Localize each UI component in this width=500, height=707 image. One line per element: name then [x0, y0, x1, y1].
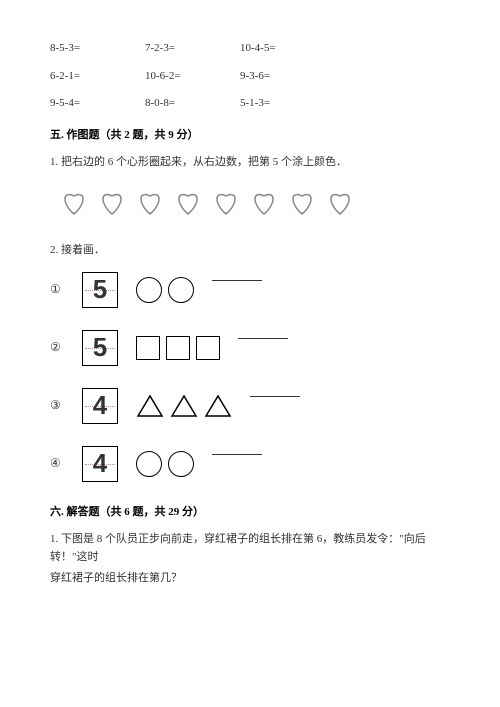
heart-icon	[217, 195, 235, 214]
shapes-group	[136, 451, 194, 477]
arith-cell: 6-2-1=	[50, 68, 145, 86]
pattern-row: ①5	[50, 272, 450, 308]
shapes-group	[136, 393, 232, 419]
s6-q1-line2: 穿红裙子的组长排在第几？	[50, 570, 450, 588]
arith-cell: 5-1-3=	[240, 95, 335, 113]
number-box: 4	[82, 446, 118, 482]
pattern-label: ④	[50, 454, 64, 473]
continuation-line	[250, 396, 300, 397]
shapes-group	[136, 336, 220, 360]
pattern-row: ③4	[50, 388, 450, 424]
hearts-row	[50, 184, 450, 224]
arith-cell: 9-3-6=	[240, 68, 335, 86]
continuation-line	[212, 280, 262, 281]
square-icon	[136, 336, 160, 360]
arith-cell: 7-2-3=	[145, 40, 240, 58]
heart-icon	[331, 195, 349, 214]
circle-icon	[136, 277, 162, 303]
triangle-icon	[204, 393, 232, 419]
shapes-group	[136, 277, 194, 303]
continuation-line	[212, 454, 262, 455]
q1-text: 1. 把右边的 6 个心形圈起来，从右边数，把第 5 个涂上颜色．	[50, 154, 450, 172]
arith-cell: 8-5-3=	[50, 40, 145, 58]
continuation-line	[238, 338, 288, 339]
pattern-label: ①	[50, 280, 64, 299]
pattern-row: ②5	[50, 330, 450, 366]
pattern-label: ③	[50, 396, 64, 415]
circle-icon	[168, 451, 194, 477]
heart-icon	[179, 195, 197, 214]
number-box: 5	[82, 330, 118, 366]
arith-cell: 8-0-8=	[145, 95, 240, 113]
heart-icon	[103, 195, 121, 214]
arith-row: 8-5-3=7-2-3=10-4-5=	[50, 40, 450, 58]
pattern-row: ④4	[50, 446, 450, 482]
q2-text: 2. 接着画．	[50, 242, 450, 260]
heart-icon	[255, 195, 273, 214]
number-box: 5	[82, 272, 118, 308]
s6-q1-line1: 1. 下图是 8 个队员正步向前走，穿红裙子的组长排在第 6，教练员发令："向后…	[50, 531, 450, 566]
arith-cell: 9-5-4=	[50, 95, 145, 113]
heart-icon	[141, 195, 159, 214]
circle-icon	[136, 451, 162, 477]
arith-row: 6-2-1=10-6-2=9-3-6=	[50, 68, 450, 86]
arith-cell: 10-4-5=	[240, 40, 335, 58]
square-icon	[166, 336, 190, 360]
section-5-heading: 五. 作图题（共 2 题，共 9 分）	[50, 127, 450, 145]
section-6-heading: 六. 解答题（共 6 题，共 29 分）	[50, 504, 450, 522]
circle-icon	[168, 277, 194, 303]
number-box: 4	[82, 388, 118, 424]
triangle-icon	[136, 393, 164, 419]
arith-row: 9-5-4=8-0-8=5-1-3=	[50, 95, 450, 113]
pattern-label: ②	[50, 338, 64, 357]
heart-icon	[293, 195, 311, 214]
triangle-icon	[170, 393, 198, 419]
square-icon	[196, 336, 220, 360]
heart-icon	[65, 195, 83, 214]
arith-cell: 10-6-2=	[145, 68, 240, 86]
